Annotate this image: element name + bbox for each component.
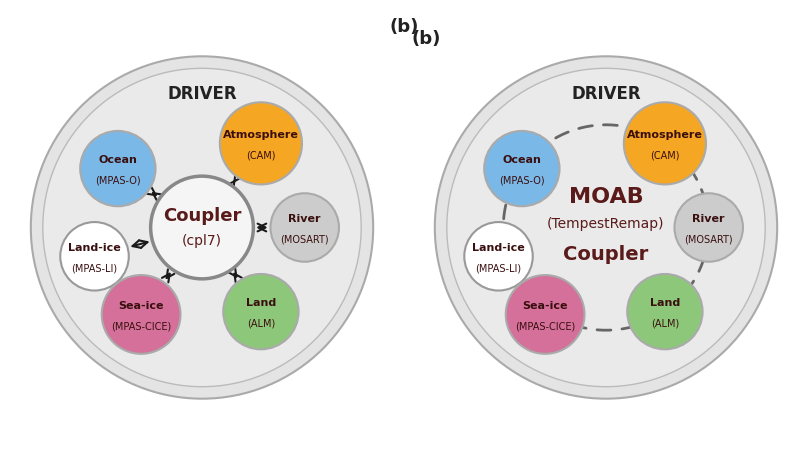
Text: Coupler: Coupler [563, 245, 649, 264]
Text: (ALM): (ALM) [650, 318, 679, 329]
Text: DRIVER: DRIVER [167, 85, 237, 103]
Text: Land-ice: Land-ice [472, 243, 525, 253]
Circle shape [435, 56, 777, 399]
Circle shape [675, 193, 743, 262]
Text: Land-ice: Land-ice [68, 243, 121, 253]
Circle shape [465, 222, 532, 291]
Text: Sea-ice: Sea-ice [523, 301, 568, 311]
Circle shape [624, 102, 706, 184]
Text: MOAB: MOAB [569, 187, 643, 207]
Text: Atmosphere: Atmosphere [627, 130, 703, 140]
Text: (cpl7): (cpl7) [182, 234, 222, 248]
Text: (MPAS-CICE): (MPAS-CICE) [111, 321, 171, 331]
Text: (b): (b) [389, 18, 419, 36]
Text: Coupler: Coupler [163, 207, 241, 224]
Circle shape [150, 176, 254, 279]
Text: Ocean: Ocean [503, 155, 541, 165]
Text: Atmosphere: Atmosphere [223, 130, 299, 140]
Circle shape [627, 274, 703, 349]
Text: DRIVER: DRIVER [571, 85, 641, 103]
Text: (CAM): (CAM) [650, 150, 680, 160]
Text: (MPAS-CICE): (MPAS-CICE) [515, 321, 575, 331]
Circle shape [447, 68, 765, 387]
Circle shape [271, 193, 339, 262]
Circle shape [223, 274, 299, 349]
Text: (MOSART): (MOSART) [280, 234, 329, 244]
Text: Sea-ice: Sea-ice [119, 301, 164, 311]
Text: (CAM): (CAM) [246, 150, 276, 160]
Circle shape [43, 68, 361, 387]
Text: (MOSART): (MOSART) [684, 234, 733, 244]
Text: (b): (b) [411, 30, 441, 48]
Circle shape [220, 102, 302, 184]
Circle shape [102, 275, 180, 354]
Circle shape [31, 56, 373, 399]
Circle shape [61, 222, 128, 291]
Text: River: River [288, 214, 321, 224]
Text: (ALM): (ALM) [246, 318, 275, 329]
Text: (MPAS-O): (MPAS-O) [95, 176, 141, 186]
Circle shape [484, 131, 559, 206]
Text: (MPAS-LI): (MPAS-LI) [71, 263, 118, 273]
Text: Ocean: Ocean [99, 155, 137, 165]
Text: (MPAS-LI): (MPAS-LI) [475, 263, 522, 273]
Text: Land: Land [650, 298, 680, 308]
Text: Land: Land [246, 298, 276, 308]
Circle shape [80, 131, 155, 206]
Text: (MPAS-O): (MPAS-O) [499, 176, 545, 186]
Circle shape [506, 275, 584, 354]
Text: River: River [692, 214, 725, 224]
Text: (TempestRemap): (TempestRemap) [547, 217, 665, 231]
